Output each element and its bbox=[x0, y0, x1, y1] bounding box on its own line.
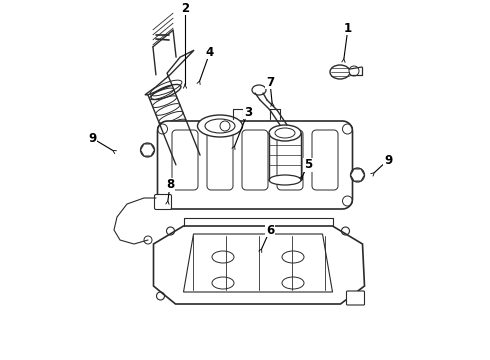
Ellipse shape bbox=[197, 115, 243, 137]
Circle shape bbox=[144, 236, 152, 244]
Text: 2: 2 bbox=[181, 1, 189, 14]
Polygon shape bbox=[153, 226, 365, 304]
Text: 3: 3 bbox=[244, 105, 252, 118]
Text: 6: 6 bbox=[266, 224, 274, 237]
Text: 4: 4 bbox=[206, 45, 214, 58]
Text: 7: 7 bbox=[266, 76, 274, 89]
Text: 9: 9 bbox=[384, 153, 392, 166]
Ellipse shape bbox=[330, 65, 350, 79]
Polygon shape bbox=[157, 121, 352, 209]
Ellipse shape bbox=[349, 66, 359, 76]
Text: 5: 5 bbox=[304, 158, 312, 171]
Ellipse shape bbox=[269, 125, 301, 141]
Text: 8: 8 bbox=[166, 179, 174, 192]
Polygon shape bbox=[141, 144, 154, 156]
Ellipse shape bbox=[252, 85, 266, 95]
Polygon shape bbox=[350, 169, 365, 181]
Text: 1: 1 bbox=[344, 22, 352, 35]
FancyBboxPatch shape bbox=[154, 194, 171, 210]
FancyBboxPatch shape bbox=[346, 291, 365, 305]
Text: 9: 9 bbox=[88, 131, 96, 144]
Ellipse shape bbox=[269, 175, 301, 185]
